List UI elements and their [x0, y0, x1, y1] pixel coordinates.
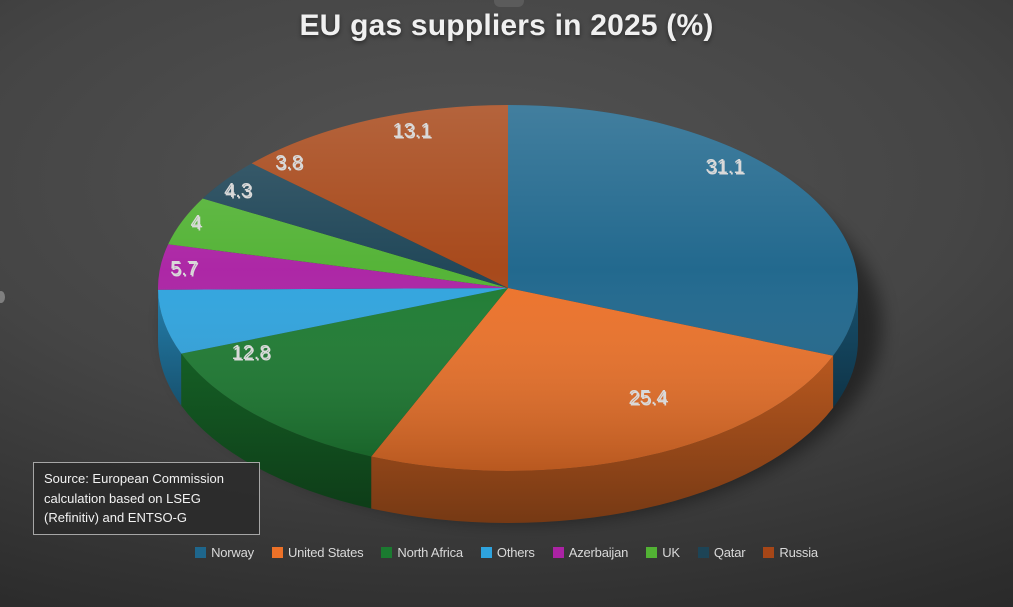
legend-swatch-russia: [763, 547, 775, 558]
data-label-norway: 31.1: [706, 156, 745, 178]
legend-label-united-states: United States: [287, 545, 364, 560]
source-text: Source: European Commission calculation …: [44, 471, 224, 525]
legend-item-united-states[interactable]: United States: [271, 545, 364, 560]
legend-label-others: Others: [496, 545, 535, 560]
legend-label-uk: UK: [662, 545, 680, 560]
data-label-azerbaijan: 4: [190, 212, 201, 234]
chart-title: EU gas suppliers in 2025 (%): [299, 9, 714, 42]
legend-label-azerbaijan: Azerbaijan: [568, 545, 629, 560]
data-label-uk: 4.3: [224, 180, 252, 202]
data-label-shadow-united-states: 25.4: [630, 389, 669, 411]
legend-swatch-uk: [646, 547, 658, 558]
legend-label-norway: Norway: [211, 545, 254, 560]
data-label-shadow-qatar: 3.8: [276, 154, 304, 176]
data-label-shadow-russia: 13.1: [394, 122, 433, 144]
cursor-artifact: [0, 291, 5, 303]
window-notch: [494, 0, 524, 7]
data-label-north-africa: 12.8: [232, 342, 271, 364]
data-label-others: 5.7: [170, 258, 198, 280]
legend-item-others[interactable]: Others: [480, 545, 535, 560]
legend-item-russia[interactable]: Russia: [763, 545, 818, 560]
source-box[interactable]: Source: European Commission calculation …: [33, 462, 260, 535]
legend-swatch-azerbaijan: [552, 547, 564, 558]
legend-swatch-qatar: [697, 547, 709, 558]
legend-item-norway[interactable]: Norway: [195, 545, 254, 560]
data-label-shadow-azerbaijan: 4: [192, 214, 203, 236]
legend-item-north-africa[interactable]: North Africa: [381, 545, 463, 560]
legend-item-uk[interactable]: UK: [646, 545, 680, 560]
legend-swatch-united-states: [271, 547, 283, 558]
legend-item-qatar[interactable]: Qatar: [697, 545, 746, 560]
data-label-russia: 13.1: [393, 120, 432, 142]
legend-swatch-norway: [195, 547, 207, 558]
legend-label-russia: Russia: [779, 545, 818, 560]
legend-swatch-north-africa: [381, 547, 393, 558]
data-label-shadow-norway: 31.1: [707, 158, 746, 180]
data-label-shadow-uk: 4.3: [225, 182, 253, 204]
data-label-qatar: 3.8: [275, 152, 303, 174]
legend-swatch-others: [480, 547, 492, 558]
legend: Norway United States North Africa Others Aze…: [0, 545, 1013, 560]
legend-item-azerbaijan[interactable]: Azerbaijan: [552, 545, 629, 560]
data-label-shadow-others: 5.7: [171, 260, 199, 282]
pie-slice-united-states-side[interactable]: [371, 355, 834, 523]
data-label-shadow-north-africa: 12.8: [233, 344, 272, 366]
data-label-united-states: 25.4: [629, 387, 668, 409]
legend-label-north-africa: North Africa: [397, 545, 463, 560]
legend-label-qatar: Qatar: [713, 545, 746, 560]
